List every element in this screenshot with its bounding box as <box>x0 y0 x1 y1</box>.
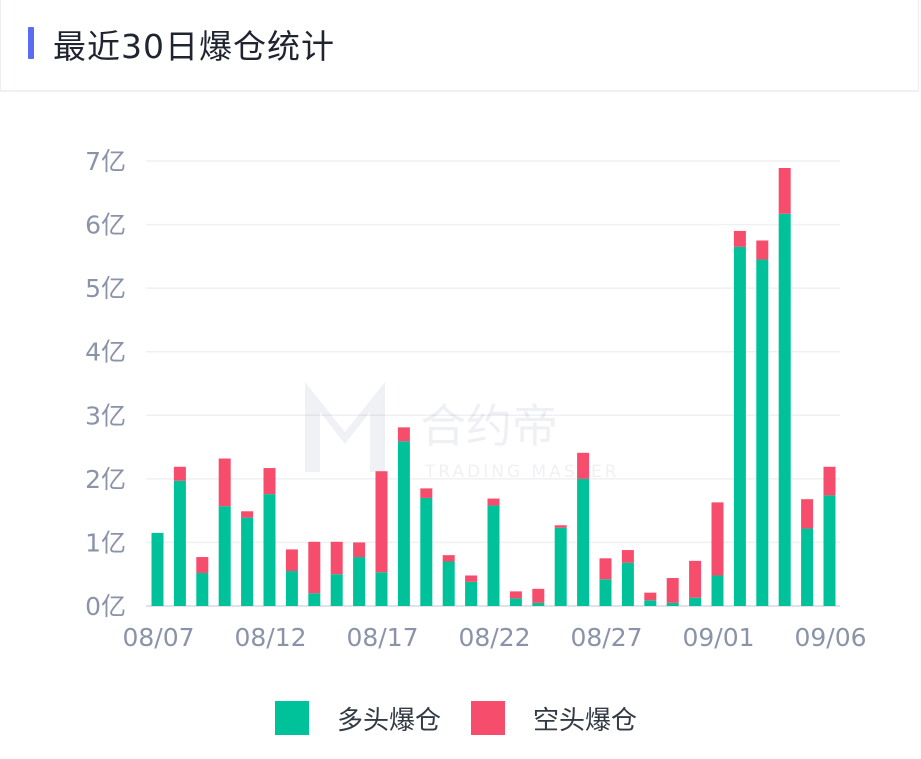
bar-short-08/14[interactable] <box>308 541 321 594</box>
bar-long-08/10[interactable] <box>218 506 231 606</box>
bar-short-08/23[interactable] <box>509 591 522 599</box>
bar-long-09/06[interactable] <box>823 495 836 606</box>
bar-short-08/27[interactable] <box>599 558 612 580</box>
legend-long-swatch <box>275 701 309 735</box>
bar-long-08/18[interactable] <box>397 441 410 606</box>
y-tick-label: 2亿 <box>85 465 126 494</box>
bar-long-08/14[interactable] <box>308 593 321 606</box>
watermark-brand-en: TRADING MASTER <box>424 462 620 482</box>
bar-short-09/02[interactable] <box>733 230 746 247</box>
legend-long[interactable]: 多头爆仓 <box>275 700 441 736</box>
legend-short-label: 空头爆仓 <box>533 705 638 736</box>
bar-long-08/29[interactable] <box>644 600 657 606</box>
header-bar: 最近30日爆仓统计 <box>0 0 919 92</box>
legend-short[interactable]: 空头爆仓 <box>471 700 637 736</box>
bar-short-09/05[interactable] <box>801 499 814 529</box>
bar-long-09/05[interactable] <box>801 528 814 606</box>
x-tick-label: 08/12 <box>234 623 306 652</box>
y-tick-label: 6亿 <box>85 211 126 240</box>
y-tick-label: 3亿 <box>85 401 126 430</box>
bars <box>151 167 836 607</box>
bar-long-09/02[interactable] <box>733 246 746 607</box>
watermark: 合约帝 TRADING MASTER <box>305 382 620 482</box>
x-tick-label: 08/17 <box>346 623 418 652</box>
x-axis: 08/07 08/12 08/17 08/22 08/27 09/01 09/06 <box>122 623 866 652</box>
bar-long-08/13[interactable] <box>285 571 298 606</box>
bar-short-08/15[interactable] <box>330 541 343 575</box>
page-title: 最近30日爆仓统计 <box>53 27 335 66</box>
x-tick-label: 09/06 <box>794 623 866 652</box>
bar-short-08/16[interactable] <box>353 542 366 558</box>
bar-short-08/25[interactable] <box>554 525 567 528</box>
watermark-brand-cn: 合约帝 <box>420 399 558 453</box>
bar-short-08/31[interactable] <box>689 560 702 598</box>
bar-long-09/04[interactable] <box>778 213 791 606</box>
bar-long-08/26[interactable] <box>577 478 590 606</box>
bar-short-08/18[interactable] <box>397 427 410 442</box>
y-tick-label: 4亿 <box>85 338 126 367</box>
bar-long-08/07[interactable] <box>151 532 164 606</box>
x-tick-label: 09/01 <box>682 623 754 652</box>
bar-short-08/28[interactable] <box>621 550 634 563</box>
bar-short-09/04[interactable] <box>778 167 791 214</box>
bar-long-09/01[interactable] <box>711 575 724 606</box>
watermark-logo-icon <box>305 382 385 472</box>
bar-short-08/22[interactable] <box>487 498 500 506</box>
bar-long-08/28[interactable] <box>621 562 634 606</box>
bar-short-08/24[interactable] <box>532 588 545 603</box>
bar-long-08/22[interactable] <box>487 505 500 606</box>
bar-long-08/12[interactable] <box>263 494 276 606</box>
grid-lines <box>146 160 840 607</box>
bar-long-08/17[interactable] <box>375 572 388 606</box>
x-tick-label: 08/07 <box>122 623 194 652</box>
y-tick-label: 5亿 <box>85 274 126 303</box>
bar-short-08/29[interactable] <box>644 592 657 601</box>
title-accent-bar <box>28 27 34 59</box>
bar-short-08/21[interactable] <box>465 575 478 582</box>
bar-short-09/01[interactable] <box>711 502 724 576</box>
bar-long-08/31[interactable] <box>689 597 702 606</box>
bar-long-09/03[interactable] <box>756 259 769 606</box>
bar-long-08/27[interactable] <box>599 579 612 606</box>
bar-short-08/10[interactable] <box>218 458 231 507</box>
y-tick-label: 7亿 <box>85 147 126 176</box>
liquidation-chart: 合约帝 TRADING MASTER 0亿 1亿 2亿 3亿 4亿 5亿 6亿 7亿 08/0… <box>85 147 866 652</box>
bar-short-08/08[interactable] <box>173 466 186 481</box>
bar-short-08/20[interactable] <box>442 555 455 562</box>
bar-long-08/16[interactable] <box>353 557 366 606</box>
bar-short-08/12[interactable] <box>263 468 276 495</box>
bar-short-09/06[interactable] <box>823 466 836 496</box>
bar-short-08/30[interactable] <box>666 578 679 603</box>
bar-long-08/21[interactable] <box>465 581 478 606</box>
x-tick-label: 08/22 <box>458 623 530 652</box>
bar-long-08/09[interactable] <box>196 572 209 606</box>
bar-long-08/24[interactable] <box>532 602 545 606</box>
y-tick-label: 0亿 <box>85 592 126 621</box>
bar-short-09/03[interactable] <box>756 240 769 260</box>
x-tick-label: 08/27 <box>570 623 642 652</box>
bar-short-08/17[interactable] <box>375 471 388 573</box>
legend-short-swatch <box>471 701 505 735</box>
bar-long-08/30[interactable] <box>666 602 679 606</box>
bar-short-08/19[interactable] <box>420 488 433 498</box>
y-tick-label: 1亿 <box>85 528 126 557</box>
bar-short-08/11[interactable] <box>241 511 254 518</box>
bar-long-08/19[interactable] <box>420 497 433 606</box>
bar-long-08/11[interactable] <box>241 517 254 606</box>
y-axis: 0亿 1亿 2亿 3亿 4亿 5亿 6亿 7亿 <box>85 147 126 621</box>
bar-long-08/15[interactable] <box>330 574 343 606</box>
bar-long-08/20[interactable] <box>442 561 455 607</box>
bar-short-08/26[interactable] <box>577 452 590 479</box>
bar-long-08/25[interactable] <box>554 527 567 606</box>
bar-short-08/09[interactable] <box>196 557 209 573</box>
bar-long-08/08[interactable] <box>173 480 186 606</box>
legend-long-label: 多头爆仓 <box>337 705 442 736</box>
bar-short-08/13[interactable] <box>285 549 298 572</box>
bar-long-08/23[interactable] <box>509 598 522 606</box>
